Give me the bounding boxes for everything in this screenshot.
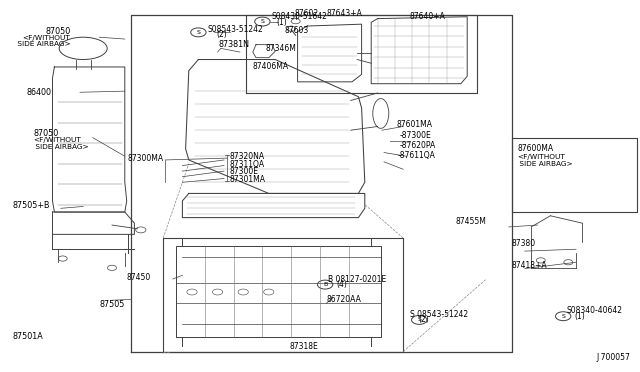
Text: SIDE AIRBAG>: SIDE AIRBAG>	[15, 41, 70, 46]
Text: <F/WITHOUT: <F/WITHOUT	[22, 35, 70, 41]
Text: 87643+A: 87643+A	[326, 9, 362, 18]
Text: 87300MA: 87300MA	[127, 154, 163, 163]
Text: S: S	[260, 19, 264, 24]
Text: 87406MA: 87406MA	[253, 62, 289, 71]
Text: (1): (1)	[575, 312, 586, 321]
Text: 87318E: 87318E	[290, 342, 318, 351]
Text: 87380: 87380	[512, 239, 536, 248]
Text: -87620PA: -87620PA	[400, 141, 436, 150]
Text: 87505+B: 87505+B	[13, 201, 51, 210]
Text: (1): (1)	[276, 18, 287, 27]
Text: (4): (4)	[336, 280, 347, 289]
Text: 86400: 86400	[26, 88, 51, 97]
Text: 87381N: 87381N	[219, 40, 250, 49]
Text: 87050: 87050	[33, 129, 58, 138]
Text: 87301MA: 87301MA	[229, 175, 265, 184]
Text: 87320NA: 87320NA	[229, 153, 264, 161]
Text: <F/WITHOUT: <F/WITHOUT	[33, 137, 81, 143]
Text: S 08543-51242: S 08543-51242	[410, 310, 468, 319]
Text: -87300E: -87300E	[400, 131, 432, 140]
Text: 87603: 87603	[285, 26, 309, 35]
Text: S: S	[196, 30, 200, 35]
Text: 87450: 87450	[126, 273, 150, 282]
Text: S: S	[417, 317, 421, 323]
Text: 87300E: 87300E	[229, 167, 258, 176]
Text: (2): (2)	[216, 31, 227, 39]
Text: 87346M: 87346M	[266, 44, 296, 53]
Text: 87311QA: 87311QA	[229, 160, 264, 169]
Text: 87455M: 87455M	[456, 217, 486, 226]
Text: J 700057: J 700057	[596, 353, 630, 362]
Text: (2): (2)	[418, 315, 429, 324]
Text: B 08127-0201E: B 08127-0201E	[328, 275, 386, 283]
Text: 87640+A: 87640+A	[410, 12, 445, 21]
Text: <F/WITHOUT: <F/WITHOUT	[517, 154, 565, 160]
Text: S08340-40642: S08340-40642	[566, 306, 622, 315]
Text: 87602: 87602	[294, 9, 319, 18]
Text: 87501A: 87501A	[13, 332, 44, 341]
Text: -87611QA: -87611QA	[398, 151, 436, 160]
Text: 87601MA: 87601MA	[397, 120, 433, 129]
Text: S08430-51642: S08430-51642	[271, 12, 327, 21]
Text: 86720AA: 86720AA	[326, 295, 361, 304]
Text: 87418+A: 87418+A	[512, 262, 548, 270]
Text: 87600MA: 87600MA	[517, 144, 553, 153]
Text: B: B	[323, 282, 327, 287]
Text: S08543-51242: S08543-51242	[208, 25, 264, 34]
Text: SIDE AIRBAG>: SIDE AIRBAG>	[517, 161, 573, 167]
Text: 87505: 87505	[99, 300, 125, 309]
Text: 87050: 87050	[45, 27, 70, 36]
Text: S: S	[561, 314, 565, 319]
Text: SIDE AIRBAG>: SIDE AIRBAG>	[33, 144, 89, 150]
